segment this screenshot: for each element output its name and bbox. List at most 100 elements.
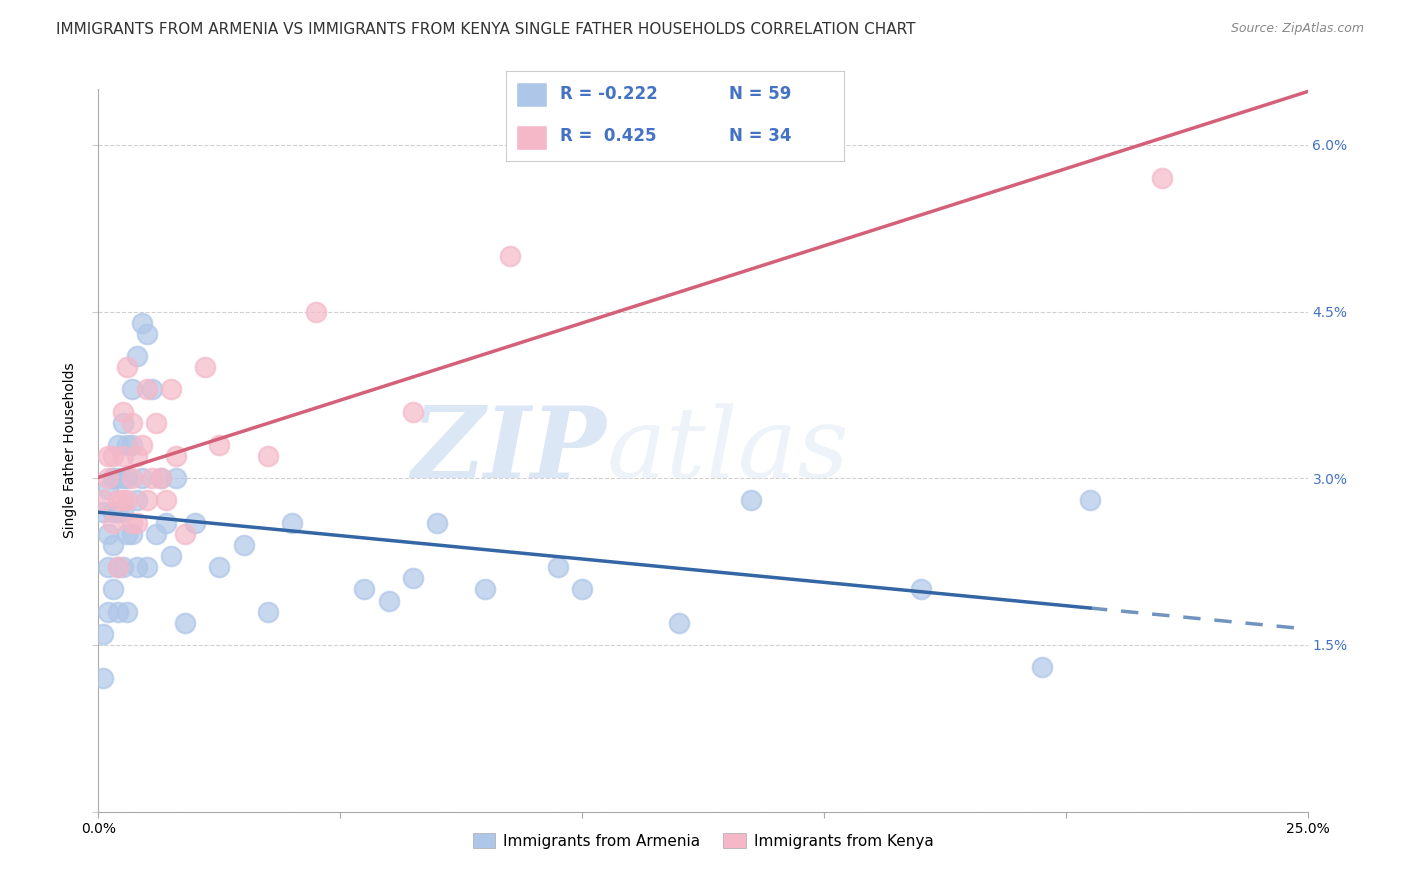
Point	[101, 471, 124, 485]
Point	[101, 582, 124, 597]
Point	[121, 438, 143, 452]
Point	[165, 449, 187, 463]
FancyBboxPatch shape	[516, 82, 547, 107]
Point	[145, 416, 167, 430]
Point	[131, 316, 153, 330]
Legend: Immigrants from Armenia, Immigrants from Kenya: Immigrants from Armenia, Immigrants from…	[467, 827, 939, 855]
Point	[97, 449, 120, 463]
Point	[101, 516, 124, 530]
Point	[97, 560, 120, 574]
Point	[117, 471, 139, 485]
Point	[127, 560, 149, 574]
Point	[127, 516, 149, 530]
Point	[141, 382, 163, 396]
Point	[111, 449, 134, 463]
Point	[107, 560, 129, 574]
Point	[117, 493, 139, 508]
Point	[121, 526, 143, 541]
Point	[208, 560, 231, 574]
Text: R = -0.222: R = -0.222	[560, 85, 658, 103]
Text: N = 34: N = 34	[728, 128, 792, 145]
Point	[107, 471, 129, 485]
Point	[111, 560, 134, 574]
Point	[1152, 171, 1174, 186]
Point	[97, 471, 120, 485]
Point	[402, 571, 425, 585]
Point	[474, 582, 496, 597]
Point	[174, 526, 197, 541]
Text: N = 59: N = 59	[728, 85, 792, 103]
Point	[131, 438, 153, 452]
Point	[91, 671, 114, 685]
Point	[117, 526, 139, 541]
Point	[111, 471, 134, 485]
Point	[571, 582, 593, 597]
Point	[1078, 493, 1101, 508]
Point	[121, 516, 143, 530]
Point	[127, 449, 149, 463]
Text: ZIP: ZIP	[412, 402, 606, 499]
Point	[91, 505, 114, 519]
Point	[208, 438, 231, 452]
Point	[281, 516, 304, 530]
Point	[547, 560, 569, 574]
Point	[107, 438, 129, 452]
Point	[101, 449, 124, 463]
Point	[141, 471, 163, 485]
Point	[160, 382, 183, 396]
Point	[498, 249, 520, 263]
Point	[117, 438, 139, 452]
FancyBboxPatch shape	[516, 125, 547, 150]
Point	[121, 416, 143, 430]
Point	[184, 516, 207, 530]
Point	[377, 593, 399, 607]
Text: IMMIGRANTS FROM ARMENIA VS IMMIGRANTS FROM KENYA SINGLE FATHER HOUSEHOLDS CORREL: IMMIGRANTS FROM ARMENIA VS IMMIGRANTS FR…	[56, 22, 915, 37]
Point	[174, 615, 197, 630]
Text: atlas: atlas	[606, 403, 849, 498]
Point	[91, 627, 114, 641]
Point	[668, 615, 690, 630]
Text: R =  0.425: R = 0.425	[560, 128, 657, 145]
Point	[402, 404, 425, 418]
Point	[145, 526, 167, 541]
Text: Source: ZipAtlas.com: Source: ZipAtlas.com	[1230, 22, 1364, 36]
Point	[165, 471, 187, 485]
Point	[740, 493, 762, 508]
Point	[155, 493, 177, 508]
Point	[111, 404, 134, 418]
Point	[1031, 660, 1053, 674]
Point	[160, 549, 183, 563]
Point	[353, 582, 375, 597]
Point	[117, 360, 139, 375]
Point	[256, 449, 278, 463]
Point	[194, 360, 217, 375]
Point	[97, 605, 120, 619]
Point	[107, 493, 129, 508]
Point	[111, 493, 134, 508]
Point	[135, 493, 157, 508]
Point	[111, 416, 134, 430]
Point	[305, 304, 328, 318]
Point	[107, 605, 129, 619]
Point	[101, 538, 124, 552]
Point	[135, 326, 157, 341]
Point	[256, 605, 278, 619]
Point	[107, 560, 129, 574]
Point	[232, 538, 254, 552]
Point	[127, 349, 149, 363]
Point	[101, 471, 124, 485]
Point	[111, 505, 134, 519]
Point	[426, 516, 449, 530]
Point	[127, 493, 149, 508]
Point	[150, 471, 173, 485]
Point	[121, 471, 143, 485]
Point	[121, 382, 143, 396]
Point	[135, 382, 157, 396]
Point	[107, 505, 129, 519]
Point	[91, 493, 114, 508]
Point	[910, 582, 932, 597]
Point	[101, 505, 124, 519]
Point	[117, 605, 139, 619]
Point	[97, 483, 120, 497]
Y-axis label: Single Father Households: Single Father Households	[63, 363, 77, 538]
